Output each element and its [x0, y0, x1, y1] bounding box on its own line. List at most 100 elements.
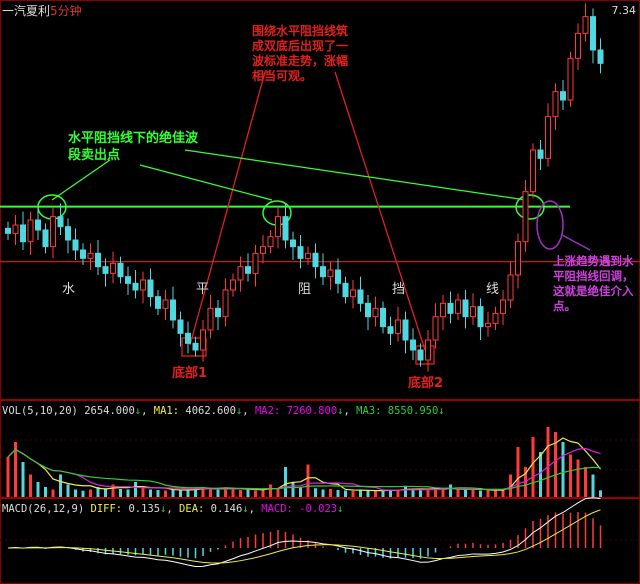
volume-bar — [74, 489, 77, 497]
candle-body — [530, 149, 536, 193]
red-pointer-line — [189, 71, 270, 346]
candle-body — [27, 219, 34, 243]
volume-bar — [471, 490, 475, 497]
volume-bar — [434, 489, 437, 497]
volume-bar — [359, 490, 362, 497]
candle-body — [567, 57, 574, 101]
volume-bar — [494, 490, 497, 497]
candle-body — [462, 299, 469, 318]
candle-body — [455, 299, 461, 314]
diff-line — [7, 497, 601, 568]
candle-body — [477, 306, 484, 328]
volume-bar — [201, 487, 205, 497]
volume-bar — [21, 462, 25, 497]
candle-body — [57, 216, 64, 228]
volume-bar — [509, 474, 512, 497]
volume-bar — [164, 490, 167, 497]
candle-body — [372, 307, 379, 318]
candle-body — [20, 224, 26, 243]
candle-body — [207, 307, 214, 331]
volume-bar — [96, 487, 100, 497]
volume-bar — [36, 482, 40, 497]
volume-bar — [261, 489, 265, 497]
candle-body — [260, 246, 266, 254]
candle-body — [50, 216, 56, 248]
candle-body — [575, 32, 581, 59]
volume-bar — [389, 489, 392, 497]
volume-bar — [396, 490, 400, 497]
candle-body — [147, 279, 154, 298]
volume-bar — [351, 490, 355, 497]
candle-body — [222, 289, 229, 318]
volume-bar — [599, 490, 602, 497]
volume-bar — [254, 490, 257, 497]
candle-body — [95, 252, 101, 268]
highlight-circle — [515, 194, 545, 220]
candle-body — [102, 266, 109, 274]
volume-bar — [329, 489, 332, 497]
green-pointer-line — [51, 159, 111, 201]
green-pointer-line — [184, 149, 527, 201]
volume-bar — [276, 488, 280, 497]
volume-bar — [126, 489, 130, 497]
volume-bar — [449, 484, 452, 497]
volume-bar — [404, 485, 407, 497]
candle-body — [342, 282, 349, 298]
candle-body — [365, 302, 371, 318]
candle-body — [417, 349, 424, 361]
volume-bar — [426, 489, 430, 497]
candle-body — [545, 116, 551, 159]
volume-bar — [66, 484, 70, 497]
candle-body — [5, 227, 11, 234]
candle-body — [500, 299, 506, 314]
candle-body — [327, 269, 334, 278]
candle-body — [87, 252, 94, 259]
candle-body — [117, 262, 124, 278]
volume-bar — [569, 454, 572, 497]
candle-body — [80, 249, 86, 259]
line-word: 平 — [196, 282, 210, 297]
volume-bar — [216, 489, 220, 497]
candle-body — [357, 289, 364, 304]
candle-body — [485, 322, 491, 328]
volume-bar — [456, 488, 460, 497]
volume-bar — [554, 432, 557, 497]
volume-bar — [366, 490, 370, 497]
volume-bar — [89, 489, 92, 497]
volume-bar — [501, 489, 505, 497]
volume-bar — [306, 464, 310, 497]
candle-body — [65, 226, 71, 241]
candle-body — [110, 262, 116, 274]
volume-bar — [411, 489, 415, 497]
candle-body — [42, 229, 49, 248]
volume-bar — [29, 474, 32, 497]
volume-bar — [209, 487, 212, 497]
volume-bar — [171, 489, 175, 497]
green-annotation: 水平阻挡线下的绝佳波段卖出点 — [68, 131, 199, 163]
volume-bar — [591, 474, 595, 497]
candle-body — [125, 276, 131, 284]
candle-body — [12, 224, 19, 234]
bottom-1-label: 底部1 — [172, 366, 208, 381]
volume-bar — [381, 490, 385, 497]
entry-circle — [536, 200, 564, 250]
line-word: 挡 — [392, 282, 406, 297]
volume-bar — [561, 442, 565, 497]
candle-body — [275, 216, 281, 238]
volume-bar — [539, 452, 542, 497]
candle-body — [290, 239, 296, 248]
dea-line — [7, 509, 601, 564]
candle-body — [432, 316, 439, 341]
candle-body — [245, 266, 251, 274]
candle-body — [230, 279, 236, 291]
candle-body — [440, 302, 446, 318]
candle-body — [447, 302, 454, 314]
volume-bar — [314, 488, 317, 497]
volume-bar — [104, 488, 107, 497]
volume-bar — [194, 488, 197, 497]
macd-header: MACD(26,12,9) DIFF: 0.135↓, DEA: 0.146↓,… — [2, 503, 344, 515]
candle-body — [597, 49, 604, 64]
red-pointer-line — [334, 71, 426, 351]
